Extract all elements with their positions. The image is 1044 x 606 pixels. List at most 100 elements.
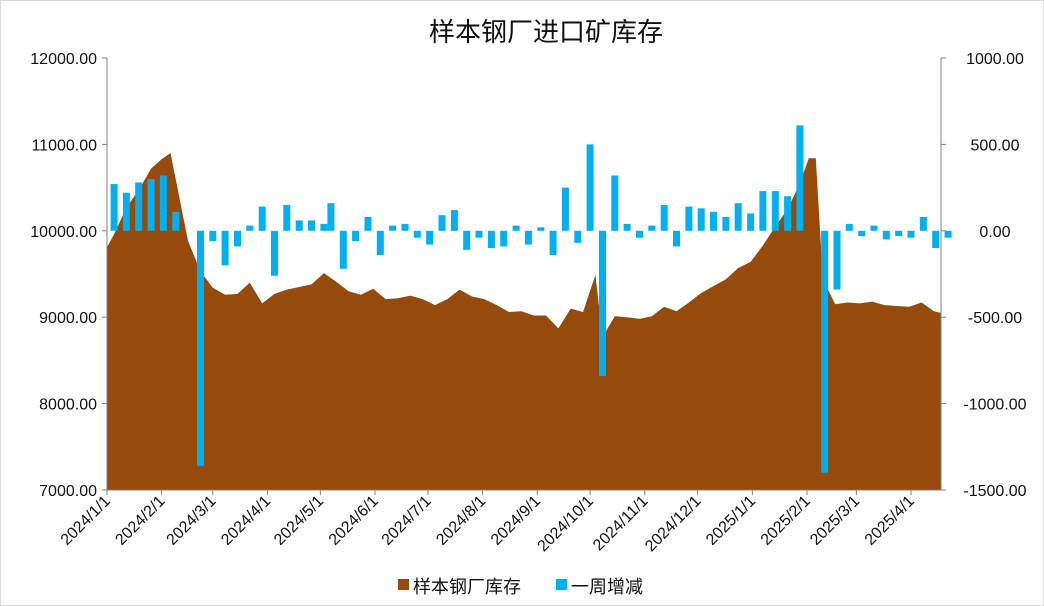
- x-tick-label-11: 2024/12/1: [642, 493, 704, 555]
- bar-weekly-change-57: [833, 230, 841, 290]
- bar-weekly-change-64: [919, 217, 927, 231]
- bar-weekly-change-61: [882, 230, 890, 240]
- bar-weekly-change-27: [450, 210, 458, 231]
- x-tick-label-4: 2024/5/1: [271, 493, 327, 549]
- bar-weekly-change-2: [135, 182, 143, 231]
- left-tick-label-4: 11000.00: [31, 137, 97, 154]
- x-tick-label-8: 2024/9/1: [488, 493, 544, 549]
- x-tick-label-1: 2024/2/1: [112, 493, 168, 549]
- x-tick-label-13: 2025/2/1: [758, 493, 814, 549]
- x-tick-label-6: 2024/7/1: [379, 493, 435, 549]
- legend-label-bar: 一周增减: [571, 577, 643, 598]
- bar-weekly-change-29: [475, 230, 483, 238]
- bar-weekly-change-50: [734, 203, 742, 231]
- area-series-inventory: [107, 153, 941, 490]
- bar-weekly-change-45: [673, 230, 680, 247]
- bar-weekly-change-12: [271, 230, 278, 276]
- bar-weekly-change-31: [500, 230, 508, 247]
- bar-weekly-change-22: [389, 225, 397, 231]
- right-tick-label-0: -1500.00: [963, 483, 1026, 500]
- bar-weekly-change-37: [574, 230, 582, 243]
- x-tick-label-14: 2025/3/1: [807, 493, 863, 549]
- bar-layer: [110, 125, 952, 473]
- x-tick-label-9: 2024/10/1: [535, 493, 597, 555]
- right-tick-label-4: 500.00: [971, 137, 1020, 154]
- right-tick-label-3: 0.00: [979, 224, 1010, 241]
- bar-weekly-change-51: [747, 213, 755, 231]
- left-tick-label-5: 12000.00: [30, 51, 97, 68]
- bar-weekly-change-21: [376, 230, 384, 255]
- legend-label-area: 样本钢厂库存: [413, 577, 521, 598]
- bar-weekly-change-48: [710, 211, 717, 231]
- bar-weekly-change-28: [463, 230, 471, 250]
- bar-weekly-change-39: [599, 230, 606, 376]
- bar-weekly-change-65: [932, 230, 940, 249]
- bar-weekly-change-16: [320, 223, 328, 231]
- x-tick-label-12: 2025/1/1: [703, 493, 759, 549]
- bar-weekly-change-9: [234, 230, 241, 247]
- bar-weekly-change-47: [697, 208, 705, 231]
- left-tick-label-1: 8000.00: [39, 397, 97, 414]
- right-tick-label-1: -1000.00: [963, 397, 1026, 414]
- bar-weekly-change-30: [487, 230, 495, 249]
- bar-weekly-change-63: [907, 230, 915, 238]
- bar-weekly-change-41: [623, 223, 631, 231]
- left-tick-label-3: 10000.00: [30, 224, 97, 241]
- bar-weekly-change-38: [586, 144, 594, 231]
- bar-weekly-change-46: [685, 206, 693, 231]
- bar-weekly-change-19: [352, 230, 360, 242]
- bar-weekly-change-60: [870, 225, 878, 231]
- bar-weekly-change-54: [784, 196, 792, 231]
- left-tick-label-0: 7000.00: [39, 483, 97, 500]
- bar-weekly-change-52: [759, 191, 767, 231]
- bar-weekly-change-20: [364, 217, 372, 231]
- bar-weekly-change-40: [611, 175, 619, 231]
- bar-weekly-change-49: [722, 217, 730, 231]
- bar-weekly-change-42: [636, 230, 643, 238]
- chart-title: 样本钢厂进口矿库存: [429, 18, 663, 48]
- right-tick-label-2: -500.00: [968, 310, 1022, 327]
- bar-weekly-change-33: [524, 230, 532, 245]
- x-tick-label-10: 2024/11/1: [590, 493, 652, 555]
- x-tick-label-15: 2025/4/1: [862, 493, 918, 549]
- x-tick-label-0: 2024/1/1: [58, 493, 114, 549]
- bar-weekly-change-25: [426, 230, 434, 245]
- right-tick-label-5: 1000.00: [966, 51, 1024, 68]
- bar-weekly-change-44: [660, 204, 668, 231]
- bar-weekly-change-0: [110, 184, 118, 231]
- bar-weekly-change-56: [821, 230, 829, 473]
- legend-swatch-area: [398, 579, 409, 590]
- bar-weekly-change-23: [401, 223, 409, 231]
- bar-weekly-change-14: [295, 220, 303, 231]
- bar-weekly-change-24: [413, 230, 421, 238]
- bar-weekly-change-13: [283, 204, 291, 231]
- x-tick-label-5: 2024/6/1: [326, 493, 382, 549]
- bar-weekly-change-59: [858, 230, 866, 236]
- bar-weekly-change-66: [944, 230, 952, 238]
- bar-weekly-change-4: [159, 175, 167, 231]
- bar-weekly-change-10: [246, 225, 254, 231]
- bar-weekly-change-53: [771, 191, 779, 231]
- bar-weekly-change-17: [327, 203, 335, 231]
- bar-weekly-change-36: [561, 187, 569, 231]
- bar-weekly-change-55: [796, 125, 804, 231]
- bar-weekly-change-26: [438, 215, 446, 231]
- x-tick-label-3: 2024/4/1: [218, 493, 274, 549]
- x-tick-label-7: 2024/8/1: [433, 493, 489, 549]
- bar-weekly-change-6: [197, 230, 204, 466]
- bar-weekly-change-11: [258, 206, 266, 231]
- bar-weekly-change-43: [648, 225, 656, 231]
- left-tick-label-2: 9000.00: [39, 310, 97, 327]
- bar-weekly-change-32: [512, 225, 520, 231]
- area-layer: [107, 153, 941, 490]
- bar-weekly-change-3: [147, 179, 155, 231]
- bar-weekly-change-5: [172, 211, 180, 231]
- bar-weekly-change-58: [845, 223, 853, 231]
- bar-weekly-change-18: [339, 230, 347, 269]
- x-tick-label-2: 2024/3/1: [164, 493, 220, 549]
- bar-weekly-change-7: [209, 230, 217, 242]
- bar-weekly-change-8: [221, 230, 229, 266]
- bar-weekly-change-1: [122, 192, 130, 231]
- bar-weekly-change-35: [549, 230, 557, 255]
